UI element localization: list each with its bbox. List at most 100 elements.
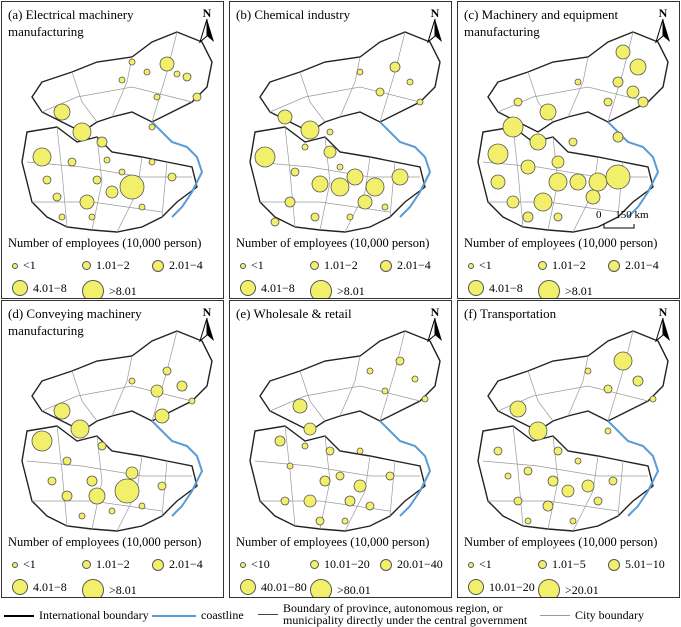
legend-item: 4.01−8 [240,280,295,296]
employee-symbol [637,96,649,108]
legend-label: >8.01 [109,582,137,597]
employee-symbol [585,189,601,205]
employee-symbol [31,430,53,452]
employee-symbol [92,175,102,185]
employee-symbol [553,212,563,222]
legend-title: Number of employees (10,000 person) [8,236,202,250]
legend-item: 20.01−40 [380,557,443,572]
legend-item: <1 [468,258,492,273]
employee-symbol [176,380,188,392]
city-boundary-line [607,31,634,123]
employee-symbol [42,175,52,185]
employee-symbol [523,466,533,476]
city-boundary-line [161,161,168,218]
employee-symbol [568,137,578,147]
line-swatch-international [4,614,34,617]
employee-symbol [539,103,557,121]
employee-symbol [528,421,548,441]
legend-symbol [82,280,104,298]
coastline [151,420,204,517]
employee-symbol [574,457,582,465]
city-boundary-line [379,330,406,422]
legend-symbol [240,262,246,269]
region-south [477,425,654,532]
legend-symbol [310,579,332,597]
legend-item: >80.01 [310,579,371,597]
city-boundary-line [26,460,192,477]
employee-symbol [613,351,633,371]
city-boundary-line [567,355,589,417]
employee-symbol [487,143,509,165]
line-swatch-coastline [152,614,196,617]
city-boundary-line [284,126,296,228]
employee-symbol [529,133,547,151]
legend-symbol [240,579,256,595]
legend-item: 1.01−2 [82,258,130,273]
city-boundary-line [71,71,98,123]
city-boundary-line [344,455,371,532]
coastline [151,121,204,218]
legend-item: >8.01 [82,280,137,298]
employee-symbol [70,419,90,439]
employee-symbol [143,68,151,76]
employee-symbol [411,375,419,383]
legend-label: 10.01−20 [489,579,535,594]
north-arrow-icon: N [197,305,217,343]
legend-item: <1 [12,557,36,572]
employee-symbol [569,173,587,191]
employee-symbol [385,471,395,481]
coastline [607,420,660,517]
map-panel-4: (d) Conveying machinery manufacturing N Nu… [1,300,224,598]
scale-label: 0 150 km [596,209,649,221]
legend-symbol [538,579,560,597]
legend-label: >8.01 [565,283,593,298]
city-boundary-line [607,330,634,422]
employee-symbol [366,367,374,375]
employee-symbol [311,175,329,193]
employee-symbol [493,446,503,456]
map-canvas [249,31,441,233]
legend-symbol [468,280,484,296]
legend-symbol [240,280,256,296]
panel-title: (a) Electrical machinery manufacturing [8,7,134,39]
employee-symbol [356,68,364,76]
legend-item: 4.01−8 [468,280,523,296]
legend-item: 2.01−4 [152,557,203,572]
city-boundary-line [339,56,361,118]
legend-item: 40.01−80 [240,579,307,595]
employee-symbol [150,384,164,398]
legend-title: Number of employees (10,000 person) [236,236,430,250]
city-boundary-line [56,425,68,527]
legend-symbol [152,259,164,272]
employee-symbol [416,98,424,106]
legend-coastline-label: coastline [201,608,244,622]
city-boundary-line [299,71,326,123]
employee-symbol [629,58,647,76]
legend-item: 10.01−20 [310,557,370,572]
employee-symbol [274,435,286,447]
legend-symbol [12,579,28,595]
legend-label: 2.01−4 [397,258,431,272]
legend-label: 1.01−5 [552,557,586,571]
employee-symbol [603,384,613,394]
employee-symbol [103,156,111,164]
employee-symbol [389,61,401,73]
employee-symbol [79,194,95,210]
employee-symbol [632,375,644,387]
city-boundary-line [512,425,524,527]
city-boundary-line [254,460,420,477]
legend-label: >8.01 [109,283,137,298]
city-boundary-line [111,355,133,417]
map-panel-2: (b) Chemical industry N Number of employee… [229,1,452,299]
legend-item: 4.01−8 [12,579,67,595]
legend-label: <1 [23,258,36,272]
employee-symbol [118,76,126,84]
employee-symbol [138,502,146,510]
employee-symbol [310,212,320,222]
employee-symbol [353,479,367,493]
map-canvas [21,31,213,233]
north-label: N [659,305,668,319]
city-boundary-line [284,425,296,527]
employee-symbol [88,213,96,221]
employee-symbol [53,103,71,121]
